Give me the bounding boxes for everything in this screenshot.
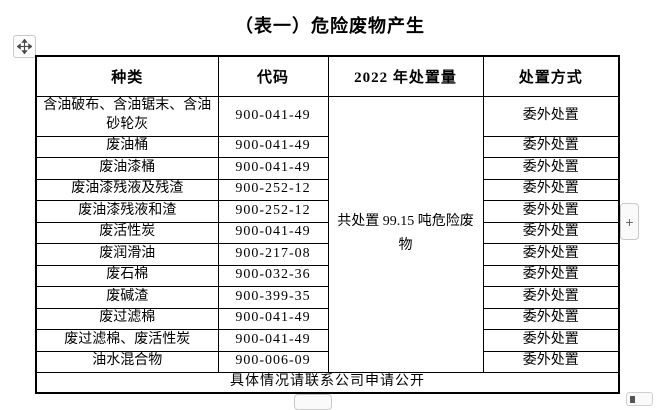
cell-waste-type[interactable]: 废油漆残液及残渣 xyxy=(35,178,219,201)
cell-waste-type[interactable]: 废过滤棉 xyxy=(35,307,219,330)
cell-waste-code[interactable]: 900-006-09 xyxy=(217,350,329,373)
table-row: 油水混合物 900-006-09 委外处置 xyxy=(35,350,620,373)
cell-waste-type[interactable]: 废活性炭 xyxy=(35,221,219,244)
cell-waste-type[interactable]: 油水混合物 xyxy=(35,350,219,373)
cell-disposal-method[interactable]: 委外处置 xyxy=(482,95,620,137)
hazardous-waste-table: 种类 代码 2022 年处置量 处置方式 含油破布、含油锯末、含油砂轮灰 900… xyxy=(35,55,620,394)
cell-waste-code[interactable]: 900-399-35 xyxy=(217,286,329,309)
cell-disposal-method[interactable]: 委外处置 xyxy=(482,243,620,266)
cell-contact-note[interactable]: 具体情况请联系公司申请公开 xyxy=(35,371,620,394)
cell-disposal-method[interactable]: 委外处置 xyxy=(482,286,620,309)
table-row: 废润滑油 900-217-08 委外处置 xyxy=(35,243,620,266)
cell-disposal-method[interactable]: 委外处置 xyxy=(482,221,620,244)
col-header-amount[interactable]: 2022 年处置量 xyxy=(327,55,484,97)
cell-waste-type[interactable]: 废过滤棉、废活性炭 xyxy=(35,329,219,352)
col-header-type[interactable]: 种类 xyxy=(35,55,219,97)
document-page: { "title": "（表一）危险废物产生", "table": { "hea… xyxy=(13,16,653,410)
header-row: 种类 代码 2022 年处置量 处置方式 xyxy=(35,55,620,97)
table-row: 废过滤棉、废活性炭 900-041-49 委外处置 xyxy=(35,329,620,352)
table-row: 废石棉 900-032-36 委外处置 xyxy=(35,264,620,287)
page-title[interactable]: （表一）危险废物产生 xyxy=(235,16,425,36)
table-row: 废油漆残液和渣 900-252-12 委外处置 xyxy=(35,200,620,223)
cell-disposal-method[interactable]: 委外处置 xyxy=(482,200,620,223)
cell-disposal-method[interactable]: 委外处置 xyxy=(482,264,620,287)
table-row: 废油漆残液及残渣 900-252-12 委外处置 xyxy=(35,178,620,201)
cell-waste-code[interactable]: 900-041-49 xyxy=(217,157,329,180)
table-row: 废碱渣 900-399-35 委外处置 xyxy=(35,286,620,309)
table-resize-handle[interactable] xyxy=(626,392,653,406)
table-move-handle[interactable] xyxy=(13,35,36,58)
table-row: 废活性炭 900-041-49 委外处置 xyxy=(35,221,620,244)
cell-disposal-method[interactable]: 委外处置 xyxy=(482,307,620,330)
cell-waste-code[interactable]: 900-041-49 xyxy=(217,221,329,244)
cell-waste-type[interactable]: 含油破布、含油锯末、含油砂轮灰 xyxy=(35,95,219,137)
cell-disposal-method[interactable]: 委外处置 xyxy=(482,329,620,352)
cell-waste-type[interactable]: 废碱渣 xyxy=(35,286,219,309)
cell-waste-type[interactable]: 废石棉 xyxy=(35,264,219,287)
cell-waste-code[interactable]: 900-041-49 xyxy=(217,95,329,137)
cell-waste-code[interactable]: 900-217-08 xyxy=(217,243,329,266)
table-row: 废过滤棉 900-041-49 委外处置 xyxy=(35,307,620,330)
cell-waste-code[interactable]: 900-252-12 xyxy=(217,178,329,201)
cell-waste-type[interactable]: 废油桶 xyxy=(35,135,219,158)
cell-disposal-method[interactable]: 委外处置 xyxy=(482,157,620,180)
cell-total-amount[interactable]: 共处置 99.15 吨危险废物 xyxy=(327,95,484,373)
add-row-button[interactable] xyxy=(294,394,332,410)
table-row: 废油漆桶 900-041-49 委外处置 xyxy=(35,157,620,180)
cell-waste-type[interactable]: 废润滑油 xyxy=(35,243,219,266)
move-icon xyxy=(17,39,32,54)
cell-disposal-method[interactable]: 委外处置 xyxy=(482,135,620,158)
cell-waste-code[interactable]: 900-041-49 xyxy=(217,307,329,330)
cell-waste-type[interactable]: 废油漆残液和渣 xyxy=(35,200,219,223)
cell-waste-type[interactable]: 废油漆桶 xyxy=(35,157,219,180)
cell-waste-code[interactable]: 900-041-49 xyxy=(217,329,329,352)
cell-disposal-method[interactable]: 委外处置 xyxy=(482,350,620,373)
table-row: 含油破布、含油锯末、含油砂轮灰 900-041-49 共处置 99.15 吨危险… xyxy=(35,95,620,373)
table-footer-row: 具体情况请联系公司申请公开 xyxy=(35,371,620,394)
col-header-code[interactable]: 代码 xyxy=(217,55,329,97)
plus-icon: + xyxy=(625,213,634,230)
add-column-button[interactable]: + xyxy=(620,203,639,240)
cell-waste-code[interactable]: 900-032-36 xyxy=(217,264,329,287)
cell-waste-code[interactable]: 900-041-49 xyxy=(217,135,329,158)
cell-waste-code[interactable]: 900-252-12 xyxy=(217,200,329,223)
cell-disposal-method[interactable]: 委外处置 xyxy=(482,178,620,201)
table-row: 废油桶 900-041-49 委外处置 xyxy=(35,135,620,158)
col-header-method[interactable]: 处置方式 xyxy=(482,55,620,97)
